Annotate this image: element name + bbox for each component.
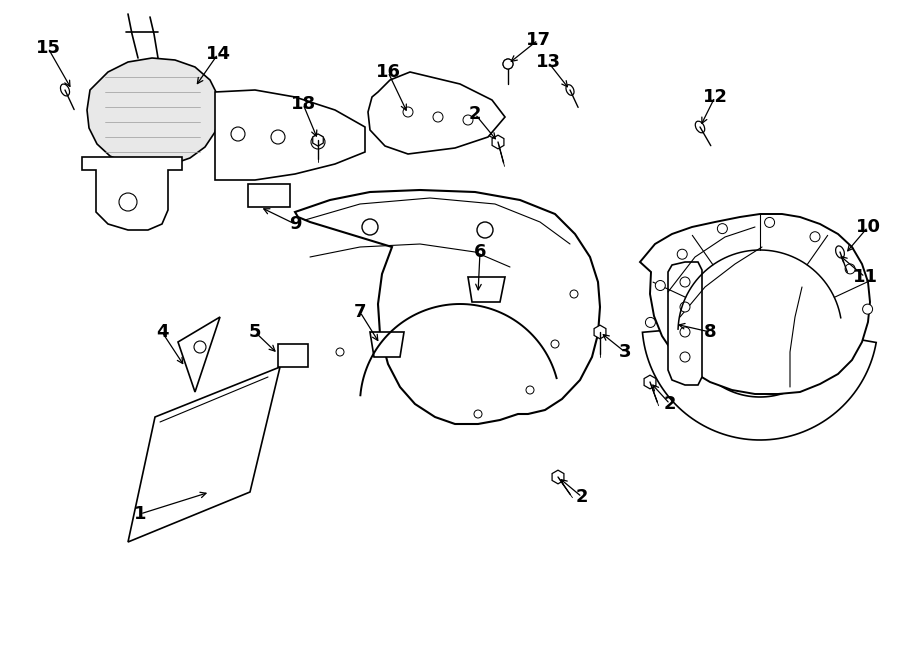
Polygon shape xyxy=(640,214,870,394)
Circle shape xyxy=(463,115,473,125)
Polygon shape xyxy=(552,470,564,484)
Circle shape xyxy=(551,340,559,348)
Polygon shape xyxy=(295,190,600,424)
Circle shape xyxy=(362,219,378,235)
Polygon shape xyxy=(178,317,220,392)
Circle shape xyxy=(194,341,206,353)
Ellipse shape xyxy=(696,121,705,133)
Polygon shape xyxy=(312,134,323,146)
Circle shape xyxy=(474,410,482,418)
Text: 8: 8 xyxy=(704,323,716,341)
Text: 17: 17 xyxy=(526,31,551,49)
Polygon shape xyxy=(644,375,656,389)
Text: 18: 18 xyxy=(291,95,316,113)
Text: 11: 11 xyxy=(852,268,878,286)
Text: 2: 2 xyxy=(469,105,482,123)
Circle shape xyxy=(717,224,727,234)
Text: 13: 13 xyxy=(536,53,561,71)
Polygon shape xyxy=(492,135,504,149)
Polygon shape xyxy=(368,72,505,154)
Circle shape xyxy=(503,59,513,69)
Polygon shape xyxy=(370,332,404,357)
Text: 4: 4 xyxy=(156,323,168,341)
Polygon shape xyxy=(248,184,290,207)
Polygon shape xyxy=(87,58,220,167)
Text: 14: 14 xyxy=(205,45,230,63)
Text: 5: 5 xyxy=(248,323,261,341)
Polygon shape xyxy=(278,344,308,367)
Text: 2: 2 xyxy=(664,395,676,413)
Circle shape xyxy=(845,264,855,274)
Circle shape xyxy=(765,217,775,228)
Ellipse shape xyxy=(566,85,574,95)
Circle shape xyxy=(862,304,873,314)
Circle shape xyxy=(680,302,690,312)
Circle shape xyxy=(477,222,493,238)
Polygon shape xyxy=(468,277,505,302)
Circle shape xyxy=(810,232,820,242)
Circle shape xyxy=(336,348,344,356)
Polygon shape xyxy=(594,325,606,339)
Polygon shape xyxy=(215,90,365,180)
Text: 16: 16 xyxy=(375,63,401,81)
Ellipse shape xyxy=(60,84,69,96)
Polygon shape xyxy=(668,262,702,385)
Circle shape xyxy=(231,127,245,141)
Polygon shape xyxy=(128,367,280,542)
Text: 12: 12 xyxy=(703,88,727,106)
Text: 7: 7 xyxy=(354,303,366,321)
Polygon shape xyxy=(643,328,877,440)
Circle shape xyxy=(119,193,137,211)
Text: 1: 1 xyxy=(134,505,147,523)
Circle shape xyxy=(680,327,690,337)
Text: 15: 15 xyxy=(35,39,60,57)
Text: 6: 6 xyxy=(473,243,486,261)
Circle shape xyxy=(680,352,690,362)
Text: 10: 10 xyxy=(856,218,880,236)
Text: 2: 2 xyxy=(576,488,589,506)
Circle shape xyxy=(677,249,688,260)
Circle shape xyxy=(403,107,413,117)
Polygon shape xyxy=(82,157,182,230)
Circle shape xyxy=(271,130,285,144)
Circle shape xyxy=(503,59,513,69)
Circle shape xyxy=(526,386,534,394)
Text: 9: 9 xyxy=(289,215,302,233)
Ellipse shape xyxy=(835,246,844,258)
Circle shape xyxy=(680,277,690,287)
Text: 3: 3 xyxy=(619,343,631,361)
Circle shape xyxy=(570,290,578,298)
Circle shape xyxy=(311,135,325,149)
Circle shape xyxy=(645,317,655,328)
Circle shape xyxy=(433,112,443,122)
Circle shape xyxy=(655,281,665,291)
